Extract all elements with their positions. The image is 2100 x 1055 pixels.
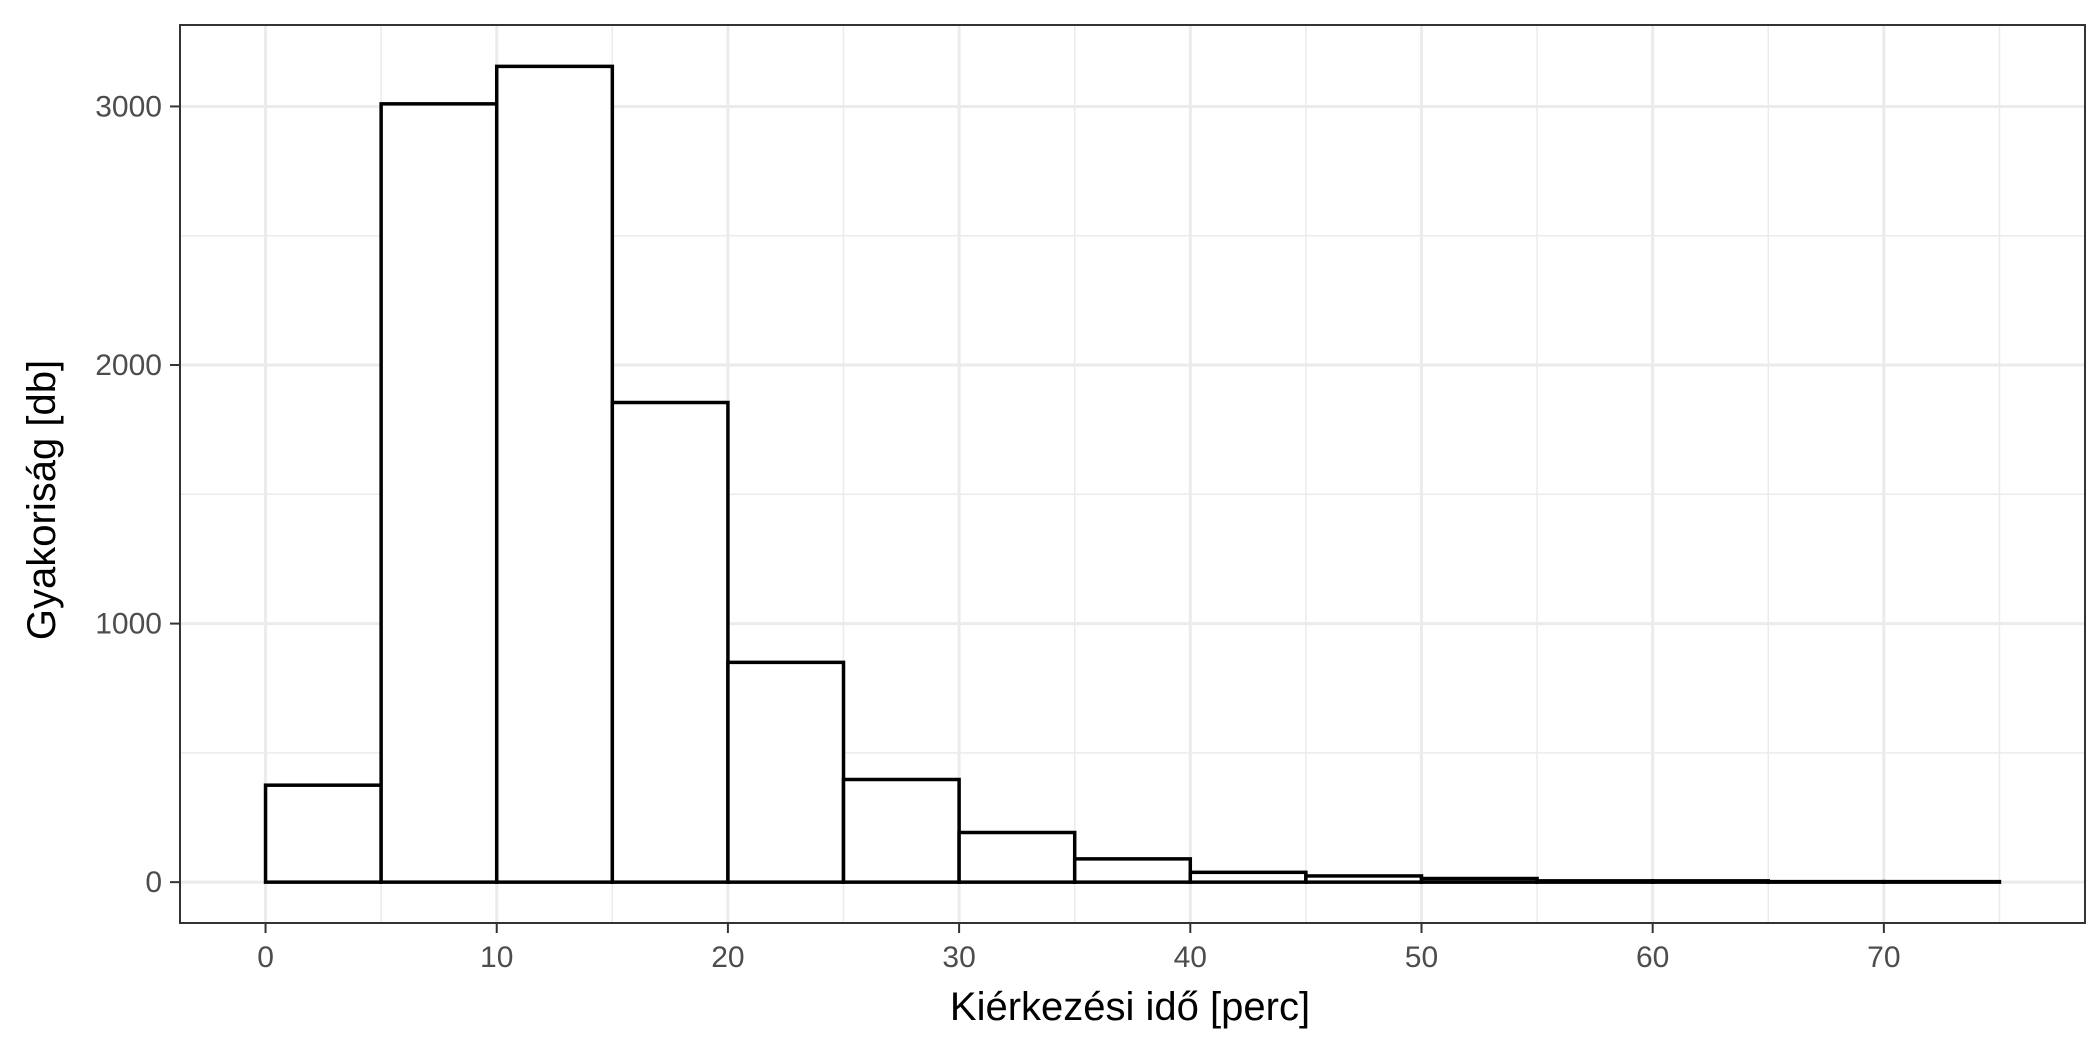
x-tick-label: 10 [480,941,513,974]
histogram-bar [610,400,730,884]
y-tick-label: 0 [145,866,162,899]
histogram-bar [263,783,383,884]
histogram-bar [1188,870,1308,884]
bars-layer [263,64,2002,884]
histogram-bar [1766,879,1886,884]
panel-border [179,24,2086,924]
x-tick-label: 0 [257,941,274,974]
x-tick-label: 40 [1174,941,1207,974]
x-tick-label: 60 [1636,941,1669,974]
histogram-bar [1650,879,1771,884]
histogram-bar [1535,879,1655,884]
axis-layer: 0 10 20 30 40 50 60 70 0 1000 2000 3000 [95,24,2086,974]
histogram-bar [494,64,615,884]
histogram-bar [1072,857,1193,884]
histogram-bar [957,830,1077,884]
histogram-bar [1304,874,1424,884]
x-tick-label: 20 [711,941,744,974]
histogram-bar [841,777,961,884]
histogram-bar [1882,879,2002,884]
x-tick-label: 50 [1405,941,1438,974]
x-tick-label: 70 [1867,941,1900,974]
y-tick-label: 2000 [95,349,162,382]
y-tick-label: 1000 [95,608,162,641]
histogram-bar [379,102,499,884]
y-axis-title: Gyakoriság [db] [20,360,64,640]
y-tick-label: 3000 [95,90,162,123]
histogram-bar [726,660,846,884]
x-axis-title: Kiérkezési idő [perc] [950,985,1310,1029]
x-tick-label: 30 [942,941,975,974]
histogram-bar [1419,876,1539,884]
